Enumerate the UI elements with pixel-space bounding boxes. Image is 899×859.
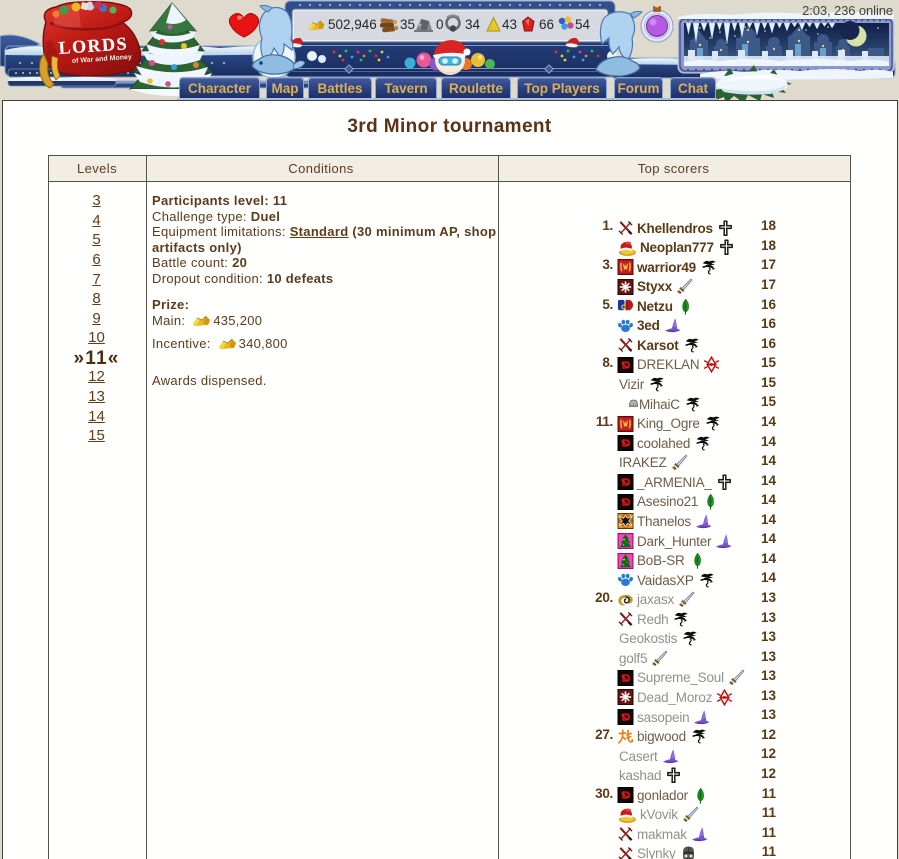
svg-text:LORDS: LORDS bbox=[58, 33, 129, 58]
svg-text:34: 34 bbox=[465, 17, 481, 32]
svg-text:43: 43 bbox=[502, 17, 517, 32]
svg-text:66: 66 bbox=[539, 17, 554, 32]
svg-text:54: 54 bbox=[575, 17, 591, 32]
svg-text:0: 0 bbox=[436, 17, 444, 32]
svg-text:of War and Money: of War and Money bbox=[72, 54, 132, 65]
svg-text:502,946: 502,946 bbox=[328, 17, 377, 32]
svg-text:35: 35 bbox=[400, 17, 415, 32]
